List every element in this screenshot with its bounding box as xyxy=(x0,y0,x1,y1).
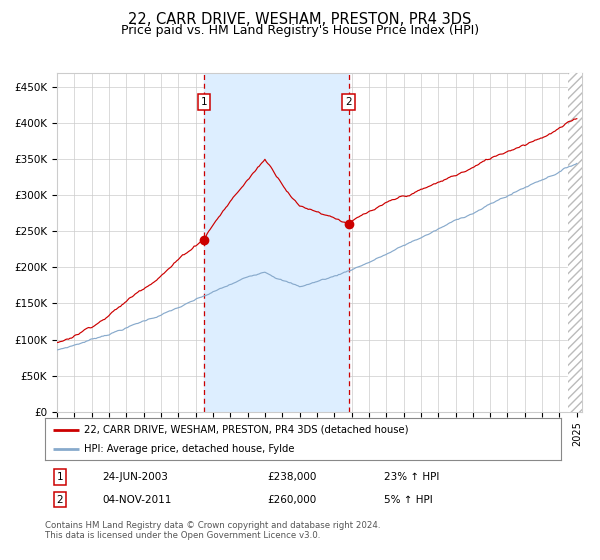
Text: 1: 1 xyxy=(200,96,207,106)
Text: 5% ↑ HPI: 5% ↑ HPI xyxy=(384,494,433,505)
Text: £260,000: £260,000 xyxy=(267,494,316,505)
Text: £238,000: £238,000 xyxy=(267,472,316,482)
Bar xyxy=(568,73,582,412)
Text: 22, CARR DRIVE, WESHAM, PRESTON, PR4 3DS (detached house): 22, CARR DRIVE, WESHAM, PRESTON, PR4 3DS… xyxy=(83,424,408,435)
Text: HPI: Average price, detached house, Fylde: HPI: Average price, detached house, Fyld… xyxy=(83,444,294,454)
Text: 1: 1 xyxy=(56,472,64,482)
Bar xyxy=(204,73,349,412)
Text: 24-JUN-2003: 24-JUN-2003 xyxy=(102,472,168,482)
Text: Contains HM Land Registry data © Crown copyright and database right 2024.
This d: Contains HM Land Registry data © Crown c… xyxy=(45,521,380,540)
Text: 2: 2 xyxy=(345,96,352,106)
Text: 22, CARR DRIVE, WESHAM, PRESTON, PR4 3DS: 22, CARR DRIVE, WESHAM, PRESTON, PR4 3DS xyxy=(128,12,472,27)
Text: 04-NOV-2011: 04-NOV-2011 xyxy=(102,494,172,505)
Text: 23% ↑ HPI: 23% ↑ HPI xyxy=(384,472,439,482)
Text: Price paid vs. HM Land Registry's House Price Index (HPI): Price paid vs. HM Land Registry's House … xyxy=(121,24,479,37)
Bar xyxy=(568,73,582,412)
Text: 2: 2 xyxy=(56,494,64,505)
